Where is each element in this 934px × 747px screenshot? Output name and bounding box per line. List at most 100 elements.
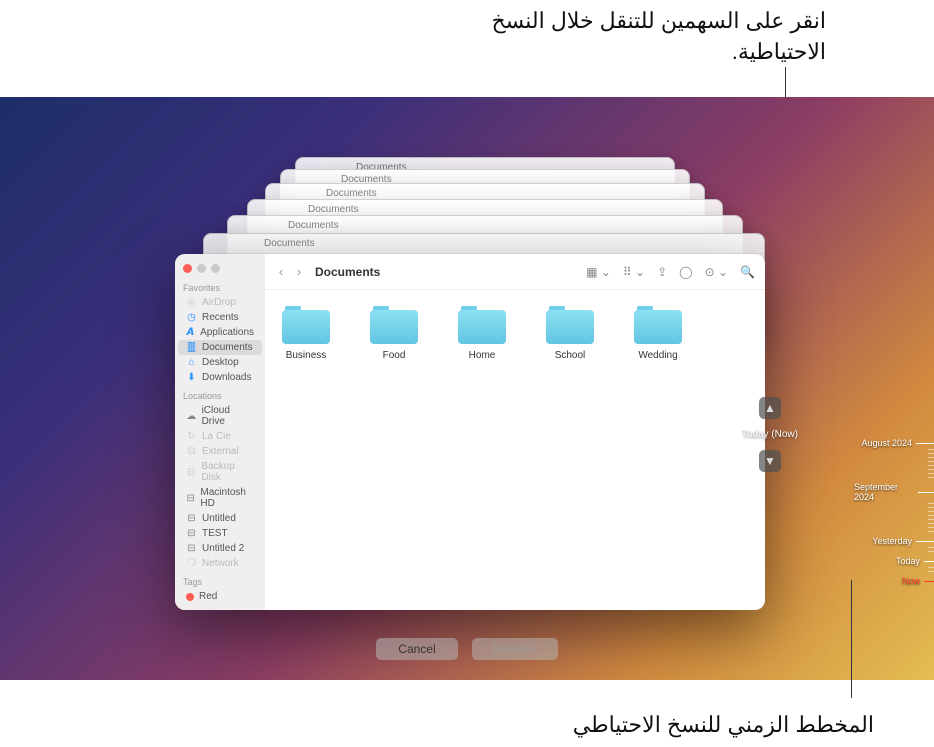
disk-icon: ⊟ [186, 467, 196, 478]
annotation-timeline: المخطط الزمني للنسخ الاحتياطي [474, 710, 874, 741]
sidebar-item-desktop[interactable]: ⌂ Desktop [178, 355, 262, 370]
backup-nav-panel: ▲ Today (Now) ▼ [742, 397, 798, 472]
globe-icon: ❍ [186, 558, 197, 569]
disk-icon: ⊟ [186, 528, 197, 539]
sidebar-item-label: Applications [200, 327, 254, 338]
window-controls[interactable] [175, 258, 265, 277]
disk-icon: ⊟ [186, 513, 197, 524]
close-button[interactable] [183, 264, 192, 273]
action-bar: Cancel Restore [0, 638, 934, 660]
nav-current-label: Today (Now) [742, 429, 798, 440]
sidebar-section-favorites: Favorites [175, 277, 265, 295]
time-machine-viewport: Documents Documents Documents Documents … [0, 97, 934, 680]
desktop-icon: ⌂ [186, 357, 197, 368]
timeline-mark[interactable]: Yesterday [854, 535, 934, 547]
sidebar-item-label: Desktop [202, 357, 239, 368]
share-button[interactable]: ⇪ [655, 265, 669, 279]
download-icon: ⬇ [186, 372, 197, 383]
folder-label: Food [383, 350, 406, 361]
airdrop-icon: ◎ [186, 297, 197, 308]
finder-toolbar: ‹ › Documents ▦ ⌄ ⠿ ⌄ ⇪ ◯ ⊙ ⌄ 🔍 [265, 254, 765, 290]
apps-icon: 𝘼 [186, 327, 195, 338]
folder-icon [546, 306, 594, 344]
nav-older-button[interactable]: ▲ [759, 397, 781, 419]
folder-icon [634, 306, 682, 344]
timeline-mark-now[interactable]: Now [854, 575, 934, 587]
folder-label: Wedding [638, 350, 677, 361]
sidebar-item-label: AirDrop [202, 297, 236, 308]
sidebar-item-label: Untitled 2 [202, 543, 244, 554]
timeline-mark[interactable]: September 2024 [854, 481, 934, 503]
sidebar-item-label: External [202, 446, 239, 457]
sidebar-item-macintosh-hd[interactable]: ⊟ Macintosh HD [178, 485, 262, 511]
sidebar-item-downloads[interactable]: ⬇ Downloads [178, 370, 262, 385]
folder-school[interactable]: School [539, 306, 601, 594]
nav-back-button[interactable]: ‹ [273, 264, 289, 280]
nav-newer-button[interactable]: ▼ [759, 450, 781, 472]
sidebar-item-backup-disk[interactable]: ⊟ Backup Disk [178, 459, 262, 485]
nav-forward-button[interactable]: › [291, 264, 307, 280]
sidebar-item-recents[interactable]: ◷Recents [178, 310, 262, 325]
disk-icon: ⊟ [186, 493, 195, 504]
folder-icon [282, 306, 330, 344]
sidebar-item-documents[interactable]: 🀫 Documents [178, 340, 262, 355]
finder-title: Documents [315, 265, 380, 279]
sidebar-section-locations: Locations [175, 385, 265, 403]
sidebar-item-label: Untitled [202, 513, 236, 524]
doc-icon: 🀫 [186, 342, 197, 353]
search-button[interactable]: 🔍 [738, 265, 757, 279]
annotation-arrows: انقر على السهمين للتنقل خلال النسخ الاحت… [446, 6, 826, 68]
sidebar-item-applications[interactable]: 𝘼 Applications [178, 325, 262, 340]
folder-business[interactable]: Business [275, 306, 337, 594]
sidebar-item-label: iCloud Drive [202, 405, 254, 427]
restore-button[interactable]: Restore [472, 638, 558, 660]
folder-label: Home [469, 350, 496, 361]
action-button[interactable]: ⊙ ⌄ [703, 265, 730, 279]
tag-color-icon [186, 593, 194, 601]
minimize-button[interactable] [197, 264, 206, 273]
sidebar-item-label: La Cie [202, 431, 231, 442]
timeline-mark[interactable]: Today [854, 555, 934, 567]
finder-main: ‹ › Documents ▦ ⌄ ⠿ ⌄ ⇪ ◯ ⊙ ⌄ 🔍 Business… [265, 254, 765, 610]
sidebar-item-label: Network [202, 558, 239, 569]
group-button[interactable]: ⠿ ⌄ [621, 265, 647, 279]
sidebar-item-untitled[interactable]: ⊟ Untitled [178, 511, 262, 526]
tag-label: Red [199, 591, 217, 602]
folder-home[interactable]: Home [451, 306, 513, 594]
sidebar-item-label: Recents [202, 312, 239, 323]
sidebar-item-airdrop[interactable]: ◎ AirDrop [178, 295, 262, 310]
tm-icon: ↻ [186, 431, 197, 442]
sidebar-item-la-cie[interactable]: ↻ La Cie [178, 429, 262, 444]
tag-button[interactable]: ◯ [677, 265, 694, 279]
finder-sidebar: Favorites ◎AirDrop◷Recents𝘼Applications🀫… [175, 254, 265, 610]
sidebar-item-label: Documents [202, 342, 253, 353]
sidebar-item-external[interactable]: ⊟ External [178, 444, 262, 459]
sidebar-item-label: Macintosh HD [200, 487, 254, 509]
finder-window: Favorites ◎AirDrop◷Recents𝘼Applications🀫… [175, 254, 765, 610]
sidebar-item-network[interactable]: ❍ Network [178, 556, 262, 571]
folder-icon [458, 306, 506, 344]
folder-icon [370, 306, 418, 344]
view-icons-button[interactable]: ▦ ⌄ [584, 265, 613, 279]
disk-icon: ⊟ [186, 446, 197, 457]
sidebar-item-label: Downloads [202, 372, 251, 383]
folder-food[interactable]: Food [363, 306, 425, 594]
folder-wedding[interactable]: Wedding [627, 306, 689, 594]
callout-line [851, 580, 852, 698]
tag-item-red[interactable]: Red [178, 589, 262, 604]
folder-label: Business [286, 350, 327, 361]
cancel-button[interactable]: Cancel [376, 638, 457, 660]
sidebar-item-icloud-drive[interactable]: ☁ iCloud Drive [178, 403, 262, 429]
maximize-button[interactable] [211, 264, 220, 273]
sidebar-item-untitled-2[interactable]: ⊟ Untitled 2 [178, 541, 262, 556]
cloud-icon: ☁ [186, 411, 197, 422]
finder-content: Business Food Home School Wedding [265, 290, 765, 610]
disk-icon: ⊟ [186, 543, 197, 554]
sidebar-section-tags: Tags [175, 571, 265, 589]
timeline-mark[interactable]: August 2024 [854, 437, 934, 449]
sidebar-item-label: Backup Disk [201, 461, 254, 483]
backup-timeline[interactable]: August 2024 September 2024 Yesterday Today N… [854, 437, 934, 587]
folder-label: School [555, 350, 586, 361]
sidebar-item-test[interactable]: ⊟ TEST [178, 526, 262, 541]
sidebar-item-label: TEST [202, 528, 228, 539]
